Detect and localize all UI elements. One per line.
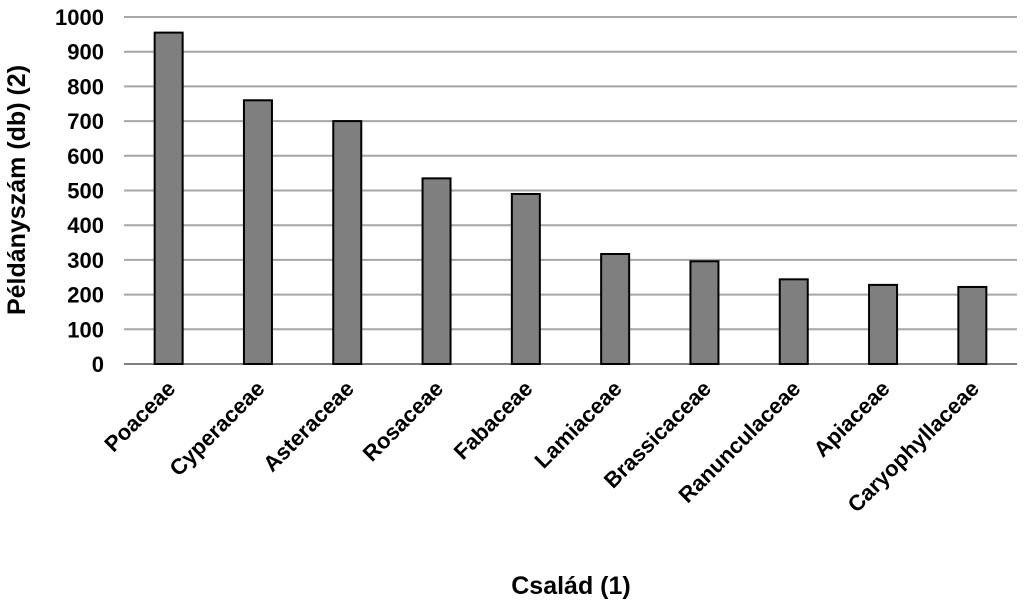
bar-lamiaceae	[600, 253, 631, 366]
bar-fabaceae	[510, 192, 541, 365]
x-axis-title: Család (1)	[511, 572, 630, 600]
y-tick-label: 0	[92, 352, 104, 377]
bar-rosaceae	[421, 177, 452, 365]
y-tick-label: 600	[67, 144, 104, 169]
bar-asteraceae	[332, 120, 363, 365]
y-tick-label: 800	[67, 74, 104, 99]
x-tick-label: Lamiaceae	[529, 376, 626, 473]
y-tick-label: 1000	[55, 5, 104, 30]
x-tick-label: Rosaceae	[358, 376, 448, 466]
bars	[153, 31, 988, 366]
bar-poaceae	[153, 31, 184, 366]
y-tick-label: 400	[67, 213, 104, 238]
bar-apiaceae	[868, 283, 899, 365]
x-tick-label: Fabaceae	[449, 376, 538, 465]
bar-caryophyllaceae	[957, 285, 988, 365]
y-axis-title: Példányszám (db) (2)	[3, 65, 31, 315]
y-tick-labels: 0 100 200 300 400 500 600 700 800 900 1000	[55, 5, 104, 377]
x-tick-label: Apiaceae	[809, 376, 895, 462]
y-tick-label: 900	[67, 40, 104, 65]
x-tick-label: Cyperaceae	[164, 376, 269, 481]
y-tick-label: 200	[67, 283, 104, 308]
x-tick-label: Asteraceae	[258, 376, 359, 477]
bar-cyperaceae	[242, 99, 273, 365]
x-tick-label: Poaceae	[99, 376, 180, 457]
y-tick-label: 300	[67, 248, 104, 273]
y-tick-label: 700	[67, 109, 104, 134]
y-tick-label: 100	[67, 317, 104, 342]
y-tick-label: 500	[67, 179, 104, 204]
bar-brassicaceae	[689, 260, 720, 365]
bar-ranunculaceae	[778, 278, 809, 365]
